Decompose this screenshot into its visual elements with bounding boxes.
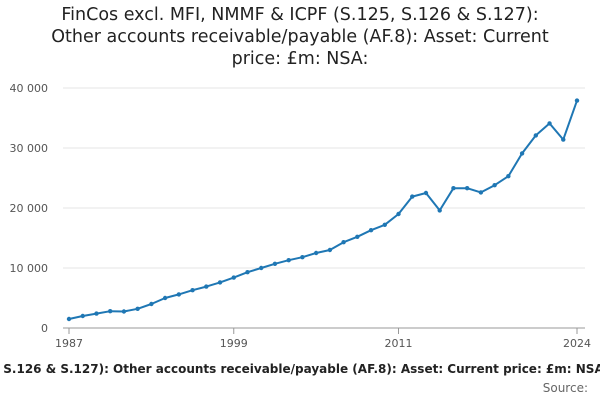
data-point[interactable] (423, 190, 429, 196)
data-point[interactable] (561, 137, 566, 142)
y-tick-label: 20 000 (10, 202, 49, 215)
data-point[interactable] (259, 265, 264, 271)
data-point[interactable] (121, 309, 127, 314)
data-point[interactable] (464, 186, 470, 191)
source-label: Source: (542, 381, 588, 395)
y-tick-label: 40 000 (10, 82, 49, 95)
data-point[interactable] (162, 295, 168, 301)
series-layer (66, 98, 580, 322)
data-point[interactable] (547, 121, 552, 126)
x-tick-label: 2011 (385, 337, 413, 350)
chart-title-line-1: FinCos excl. MFI, NMMF & ICPF (S.125, S.… (61, 5, 539, 25)
series-line (68, 100, 578, 320)
data-point[interactable] (341, 240, 346, 245)
data-point[interactable] (300, 255, 305, 260)
data-point[interactable] (519, 151, 525, 156)
data-point[interactable] (286, 258, 291, 263)
data-point[interactable] (368, 228, 374, 233)
data-point[interactable] (574, 98, 580, 103)
data-point[interactable] (478, 190, 484, 195)
data-point[interactable] (107, 309, 113, 314)
data-point[interactable] (451, 186, 456, 191)
chart-title: FinCos excl. MFI, NMMF & ICPF (S.125, S.… (20, 4, 580, 70)
data-point[interactable] (437, 208, 442, 213)
x-tick-label: 1999 (220, 337, 248, 350)
data-point[interactable] (272, 261, 278, 266)
chart-title-line-3: price: £m: NSA: (231, 49, 369, 69)
x-tick-label: 2024 (563, 337, 591, 350)
data-point[interactable] (396, 211, 401, 217)
y-tick-label: 30 000 (10, 142, 49, 155)
gridlines (63, 87, 585, 329)
data-point[interactable] (245, 270, 250, 275)
data-point[interactable] (327, 247, 333, 253)
footer-series-label-text: FinCos excl. MFI, NMMF & ICPF (S.125, S.… (0, 362, 600, 376)
data-point[interactable] (217, 280, 223, 285)
data-point[interactable] (149, 301, 154, 307)
data-point[interactable] (66, 316, 72, 322)
chart-title-line-2: Other accounts receivable/payable (AF.8)… (51, 27, 549, 47)
data-point[interactable] (410, 194, 415, 199)
y-tick-label: 0 (41, 322, 48, 335)
data-point[interactable] (355, 234, 360, 239)
footer-series-label: FinCos excl. MFI, NMMF & ICPF (S.125, S.… (0, 362, 600, 376)
data-point[interactable] (506, 174, 511, 179)
data-point[interactable] (533, 133, 539, 138)
data-point[interactable] (492, 183, 497, 188)
data-point[interactable] (176, 292, 182, 297)
data-point[interactable] (382, 222, 387, 227)
data-point[interactable] (135, 306, 140, 311)
x-axis-ticks: 1987 1999 2011 2024 (55, 328, 591, 350)
data-point[interactable] (204, 284, 209, 289)
y-axis-ticks: 0 10 000 20 000 30 000 40 000 (10, 82, 49, 335)
data-point[interactable] (94, 311, 99, 316)
y-tick-label: 10 000 (10, 262, 49, 275)
data-point[interactable] (190, 288, 195, 293)
data-point[interactable] (231, 275, 236, 280)
x-tick-label: 1987 (55, 337, 83, 350)
data-point[interactable] (80, 313, 85, 319)
data-point[interactable] (313, 250, 319, 256)
